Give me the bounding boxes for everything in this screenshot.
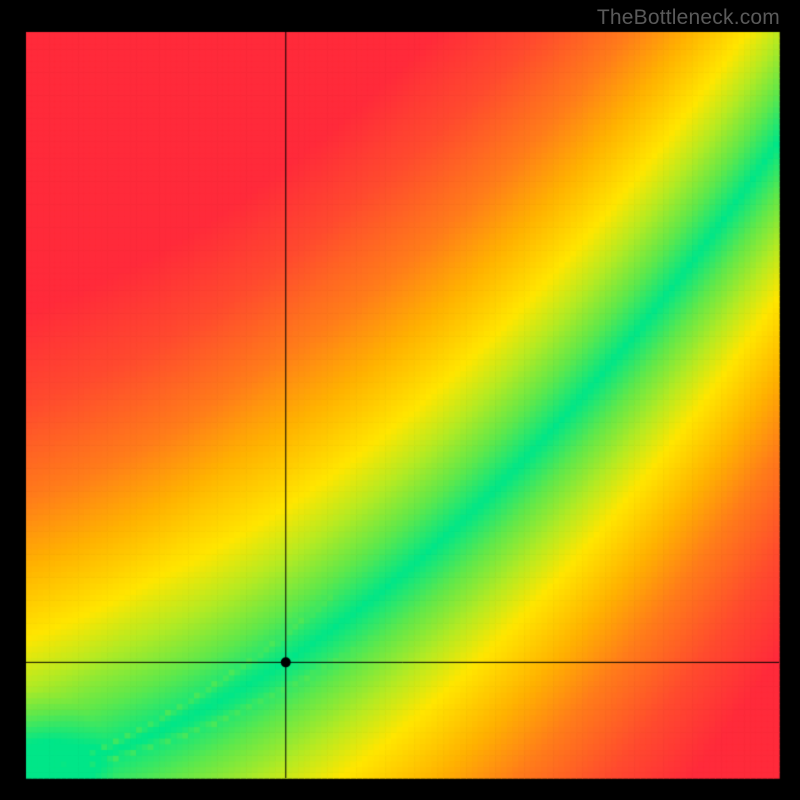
chart-container: TheBottleneck.com xyxy=(0,0,800,800)
watermark-text: TheBottleneck.com xyxy=(597,6,780,30)
bottleneck-heatmap xyxy=(0,0,800,800)
